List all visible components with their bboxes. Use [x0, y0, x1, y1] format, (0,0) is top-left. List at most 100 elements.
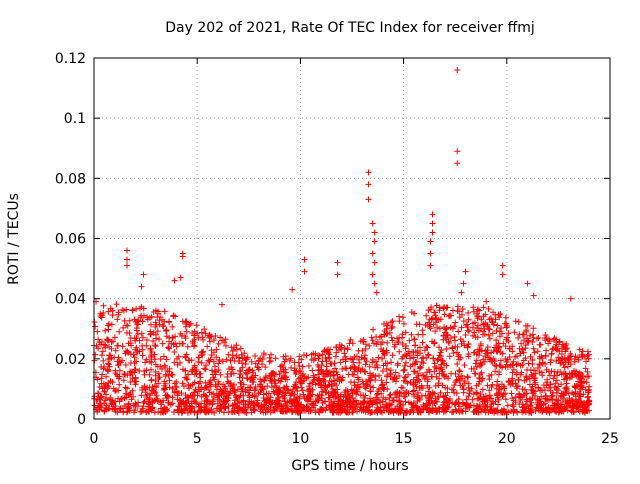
data-point [452, 370, 459, 377]
data-point [142, 359, 149, 366]
data-point [483, 298, 490, 305]
data-point [132, 366, 139, 373]
data-point [200, 336, 207, 343]
data-point [414, 370, 421, 377]
data-point [454, 67, 461, 74]
data-point [100, 380, 107, 387]
data-point [228, 344, 235, 351]
data-point [558, 381, 565, 388]
data-point [127, 368, 134, 375]
data-point [572, 371, 579, 378]
data-point [427, 250, 434, 257]
data-point [465, 316, 472, 323]
data-point [134, 330, 141, 337]
data-point [92, 323, 99, 330]
data-point [326, 355, 333, 362]
data-point [399, 341, 406, 348]
data-point [124, 262, 131, 269]
data-point [365, 181, 372, 188]
data-point [119, 306, 126, 313]
data-point [320, 370, 327, 377]
data-point [112, 347, 119, 354]
data-point [134, 347, 141, 354]
data-point [165, 399, 172, 406]
data-point [115, 354, 122, 361]
data-point [494, 407, 501, 414]
data-point [261, 376, 268, 383]
data-point [422, 322, 429, 329]
data-point [183, 375, 190, 382]
data-point [199, 351, 206, 358]
data-point [221, 399, 228, 406]
data-point [325, 381, 332, 388]
data-point [156, 336, 163, 343]
data-point [323, 367, 330, 374]
data-point [260, 377, 267, 384]
data-point [384, 339, 391, 346]
data-point [160, 397, 167, 404]
data-point [264, 383, 271, 390]
data-point [544, 376, 551, 383]
data-point [115, 395, 122, 402]
data-point [395, 409, 402, 416]
data-point [400, 320, 407, 327]
data-point [98, 404, 105, 411]
data-point [321, 348, 328, 355]
data-point [322, 354, 329, 361]
data-point [239, 364, 246, 371]
data-point [543, 382, 550, 389]
data-point [189, 338, 196, 345]
data-point [512, 353, 519, 360]
data-point [423, 373, 430, 380]
data-point [107, 378, 114, 385]
data-point [469, 324, 476, 331]
data-point [360, 404, 367, 411]
data-point [560, 361, 567, 368]
data-point [387, 391, 394, 398]
data-point [183, 328, 190, 335]
data-point [504, 402, 511, 409]
data-point [202, 392, 209, 399]
data-point [124, 372, 131, 379]
data-point [453, 349, 460, 356]
data-point [436, 304, 443, 311]
data-point [382, 396, 389, 403]
data-point [408, 331, 415, 338]
data-point [251, 393, 258, 400]
data-point [153, 392, 160, 399]
data-point [499, 393, 506, 400]
data-point [504, 334, 511, 341]
data-point [423, 354, 430, 361]
data-point [499, 409, 506, 416]
data-point [305, 406, 312, 413]
data-point [106, 352, 113, 359]
data-point [400, 377, 407, 384]
data-point [267, 357, 274, 364]
data-point [280, 372, 287, 379]
data-point [195, 334, 202, 341]
data-point [171, 409, 178, 416]
data-point [362, 384, 369, 391]
data-point [545, 397, 552, 404]
data-point [161, 386, 168, 393]
data-point [347, 336, 354, 343]
data-point [567, 295, 574, 302]
data-point [493, 327, 500, 334]
data-point [344, 345, 351, 352]
data-point [201, 326, 208, 333]
x-tick-label: 10 [291, 431, 309, 447]
data-point [446, 396, 453, 403]
data-point [541, 387, 548, 394]
data-point [211, 376, 218, 383]
data-point [505, 330, 512, 337]
data-point [208, 367, 215, 374]
data-point [92, 351, 99, 358]
data-point [569, 398, 576, 405]
data-point [552, 380, 559, 387]
data-point [157, 355, 164, 362]
data-point [301, 256, 308, 263]
data-point [202, 379, 209, 386]
data-point [151, 383, 158, 390]
data-point [436, 375, 443, 382]
data-point [469, 332, 476, 339]
